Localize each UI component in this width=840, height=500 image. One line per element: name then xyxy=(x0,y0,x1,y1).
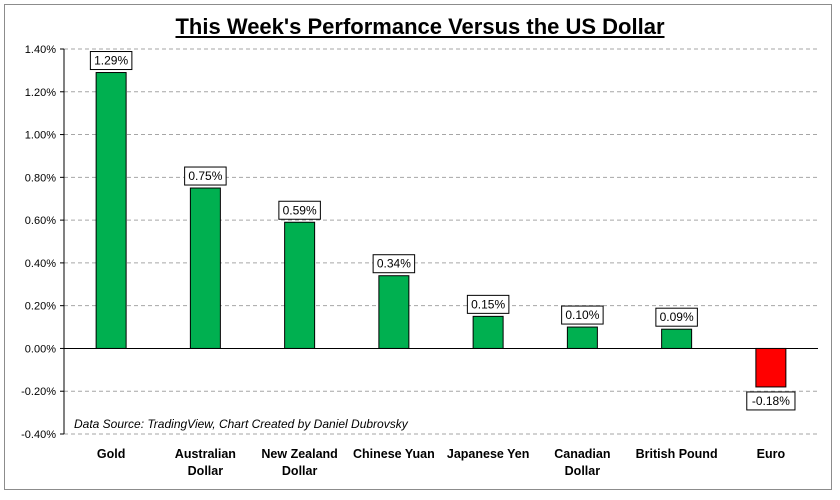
bar-3 xyxy=(378,275,410,349)
data-source-annotation: Data Source: TradingView, Chart Created … xyxy=(74,417,409,431)
data-label: 0.34% xyxy=(377,257,411,271)
bar-6 xyxy=(661,328,693,349)
category-label: Dollar xyxy=(188,464,224,478)
y-tick-label: 1.00% xyxy=(25,130,56,142)
data-label: 1.29% xyxy=(94,54,128,68)
category-label: Chinese Yuan xyxy=(353,447,435,461)
data-label-box xyxy=(184,166,227,186)
category-label: British Pound xyxy=(636,447,718,461)
bar-7 xyxy=(755,347,787,388)
bar-2 xyxy=(284,221,316,349)
bar-4 xyxy=(472,315,504,349)
y-tick-label: 0.40% xyxy=(25,258,56,270)
data-label-box xyxy=(655,307,698,327)
chart-title: This Week's Performance Versus the US Do… xyxy=(175,14,665,39)
category-label: Gold xyxy=(97,447,125,461)
chart-frame xyxy=(4,4,832,490)
bar-0 xyxy=(95,72,127,349)
category-label: Dollar xyxy=(565,464,601,478)
y-tick-label: 0.60% xyxy=(25,215,56,227)
data-label-box xyxy=(372,254,416,274)
category-label: Japanese Yen xyxy=(447,447,529,461)
data-label-box xyxy=(746,391,796,411)
bars xyxy=(95,72,787,388)
y-tick-label: 1.40% xyxy=(25,44,56,56)
bar-1 xyxy=(189,187,221,349)
y-tick-label: 0.00% xyxy=(25,343,56,355)
category-label: Australian xyxy=(175,447,236,461)
grid-layer xyxy=(64,48,818,435)
y-tick-label: 0.80% xyxy=(25,172,56,184)
data-label-box xyxy=(561,305,604,325)
x-axis-categories: Gold Australian Dollar New Zealand Dollar Chi… xyxy=(97,447,786,478)
category-label: New Zealand xyxy=(261,447,337,461)
category-label: Canadian xyxy=(554,447,610,461)
y-tick-label: -0.40% xyxy=(21,429,56,441)
data-label: 0.09% xyxy=(660,310,694,324)
data-label: 0.59% xyxy=(283,203,317,217)
y-tick-label: 0.20% xyxy=(25,301,56,313)
data-label: 0.10% xyxy=(565,308,599,322)
data-label-box xyxy=(278,200,321,220)
data-labels: 1.29% 0.75% 0.59% 0.34% 0.15% 0.10% 0.09% -0.18… xyxy=(89,51,796,411)
category-label: Euro xyxy=(757,447,786,461)
data-label-box xyxy=(466,294,510,314)
data-label-box xyxy=(89,51,133,71)
y-tick-label: 1.20% xyxy=(25,87,56,99)
y-tick-label: -0.20% xyxy=(21,386,56,398)
category-label: Dollar xyxy=(282,464,318,478)
data-label: 0.75% xyxy=(188,169,222,183)
bar-5 xyxy=(566,326,598,349)
data-label: 0.15% xyxy=(471,297,505,311)
y-axis: 1.40% 1.20% 1.00% 0.80% 0.60% 0.40% 0.20% 0.00%… xyxy=(21,44,818,441)
data-label: -0.18% xyxy=(752,394,790,408)
